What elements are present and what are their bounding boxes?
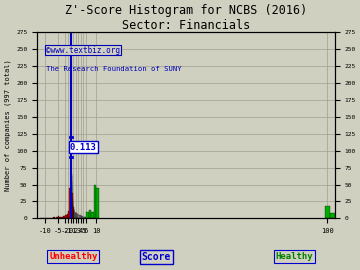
Bar [325, 206, 330, 218]
Bar [62, 217, 63, 218]
Bar [58, 216, 59, 218]
Bar [77, 214, 78, 218]
Text: Score: Score [141, 252, 171, 262]
Title: Z'-Score Histogram for NCBS (2016)
Sector: Financials: Z'-Score Histogram for NCBS (2016) Secto… [65, 4, 307, 32]
Bar [89, 210, 91, 218]
Text: The Research Foundation of SUNY: The Research Foundation of SUNY [46, 66, 182, 72]
Bar [68, 211, 69, 218]
Bar [76, 213, 77, 218]
Text: ©www.textbiz.org: ©www.textbiz.org [46, 46, 120, 55]
Bar [82, 216, 84, 218]
Bar [81, 216, 82, 218]
Bar [84, 217, 85, 218]
Text: 0.113: 0.113 [70, 143, 97, 152]
Bar [66, 215, 67, 218]
Y-axis label: Number of companies (997 total): Number of companies (997 total) [4, 59, 11, 191]
Text: Healthy: Healthy [275, 252, 313, 261]
Bar [75, 212, 76, 218]
Bar [63, 216, 64, 218]
Bar [78, 215, 80, 218]
Bar [53, 217, 55, 218]
Bar [57, 217, 58, 218]
Bar [69, 188, 71, 218]
Bar [91, 212, 94, 218]
Bar [59, 217, 60, 218]
Bar [86, 212, 89, 218]
Bar [96, 188, 99, 218]
Bar [330, 213, 335, 218]
Bar [67, 214, 68, 218]
Bar [60, 217, 62, 218]
Bar [85, 217, 86, 218]
Bar [80, 215, 81, 218]
Bar [94, 185, 96, 218]
Text: Unhealthy: Unhealthy [49, 252, 98, 261]
Bar [64, 216, 66, 218]
